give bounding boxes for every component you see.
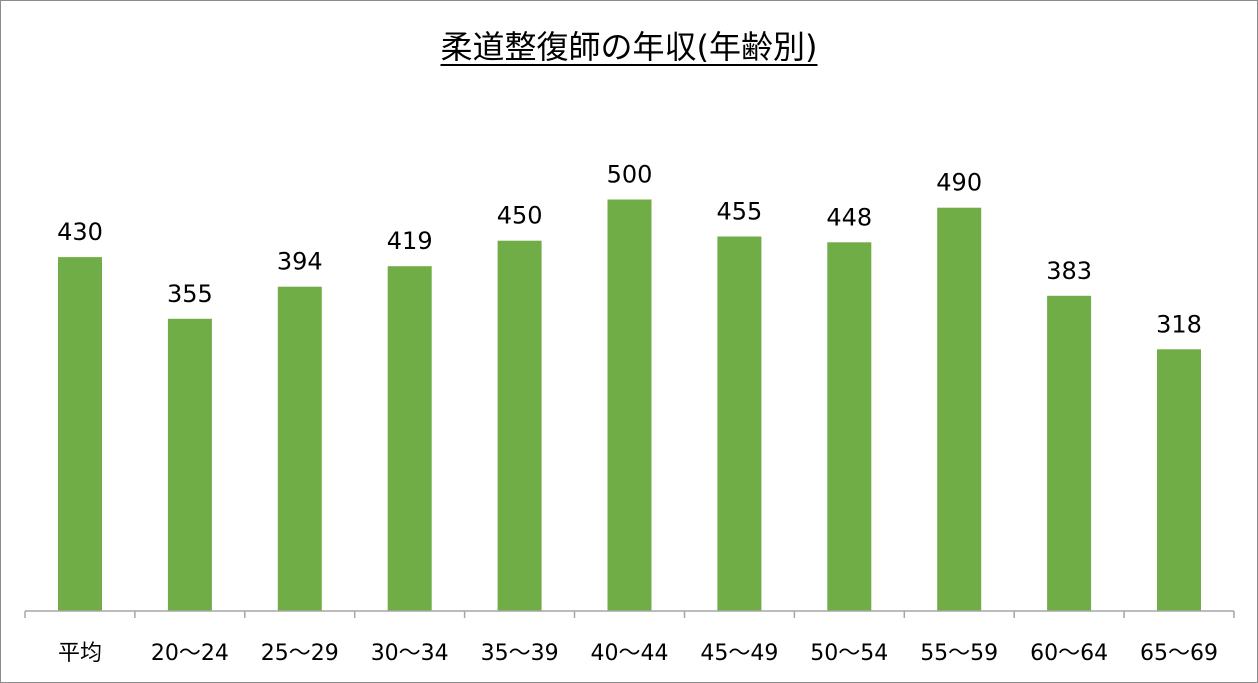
x-tick-label: 25〜29	[261, 641, 339, 666]
data-label: 383	[1046, 257, 1092, 285]
bar	[937, 207, 982, 611]
bar	[167, 318, 212, 611]
data-label: 318	[1156, 310, 1202, 338]
data-label: 490	[936, 169, 982, 197]
data-labels-group: 430 355 394 419 450 500 455 448 490 383 318	[57, 161, 1202, 339]
data-label: 448	[826, 203, 872, 231]
x-axis	[24, 610, 1235, 618]
data-label: 355	[167, 280, 213, 308]
bar	[717, 236, 762, 611]
bar	[1157, 349, 1201, 611]
x-tick-label: 30〜34	[371, 641, 449, 666]
x-tick-label: 60〜64	[1030, 641, 1108, 666]
data-label: 450	[497, 202, 543, 230]
chart-title: 柔道整復師の年収(年齢別)	[440, 28, 818, 66]
x-tick-label: 55〜59	[920, 641, 998, 666]
x-tick-label: 20〜24	[151, 641, 229, 666]
bar	[827, 242, 872, 612]
data-label: 394	[277, 248, 323, 276]
data-label: 455	[716, 198, 762, 226]
bar	[387, 266, 432, 611]
data-label: 500	[607, 161, 653, 189]
x-tick-label: 35〜39	[481, 641, 559, 666]
bar	[497, 240, 542, 611]
x-tick-label: 40〜44	[591, 641, 669, 666]
bar	[277, 286, 322, 611]
data-label: 419	[387, 227, 433, 255]
data-label: 430	[57, 218, 103, 246]
x-tick-label: 50〜54	[810, 641, 888, 666]
bars-group	[58, 199, 1201, 612]
x-tick-label: 65〜69	[1140, 641, 1218, 666]
bar	[1047, 295, 1092, 611]
bar	[607, 199, 652, 611]
x-tick-label: 平均	[58, 641, 102, 666]
bar	[58, 257, 102, 611]
x-tick-label: 45〜49	[700, 641, 778, 666]
x-tick-labels-group: 平均 20〜24 25〜29 30〜34 35〜39 40〜44 45〜49 50〜54 55〜…	[58, 641, 1218, 666]
